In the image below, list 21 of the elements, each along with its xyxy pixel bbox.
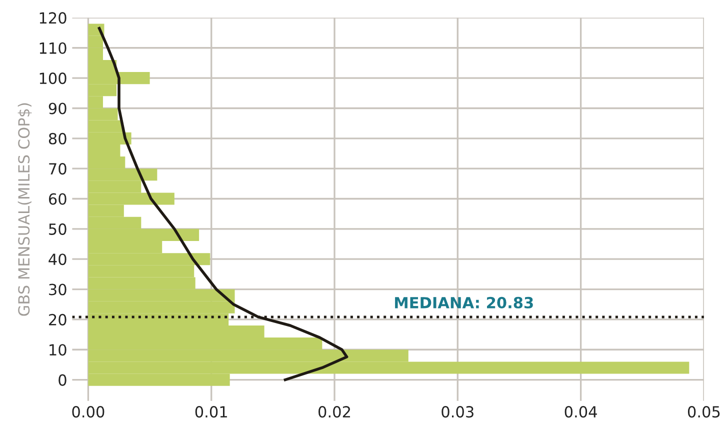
y-tick-label: 70 [49, 163, 66, 175]
y-tick-label: 110 [40, 42, 66, 54]
x-tick-label: 0.04 [564, 406, 597, 418]
y-tick-label: 50 [49, 223, 66, 235]
x-tick-label: 0.05 [688, 406, 720, 418]
y-tick-label: 60 [48, 193, 66, 205]
y-tick-label: 10 [50, 344, 66, 356]
y-tick-label: 120 [40, 12, 66, 24]
x-tick-label: 0.00 [72, 406, 104, 418]
y-tick-label: 100 [40, 72, 66, 84]
y-tick-label: 80 [48, 132, 66, 144]
y-tick-label: 30 [49, 284, 66, 296]
x-tick-label: 0.02 [318, 406, 350, 418]
y-axis-title: GBS MENSUAL(MILES COP$) [18, 103, 32, 316]
x-tick-label: 0.03 [442, 406, 474, 418]
ref-line-label: MEDIANA: 20.83 [395, 296, 533, 308]
y-tick-label: 90 [48, 102, 66, 114]
y-tick-label: 0 [58, 374, 66, 386]
x-tick-label: 0.01 [195, 406, 227, 418]
y-tick-label: 20 [49, 314, 66, 326]
y-tick-label: 40 [48, 254, 66, 266]
